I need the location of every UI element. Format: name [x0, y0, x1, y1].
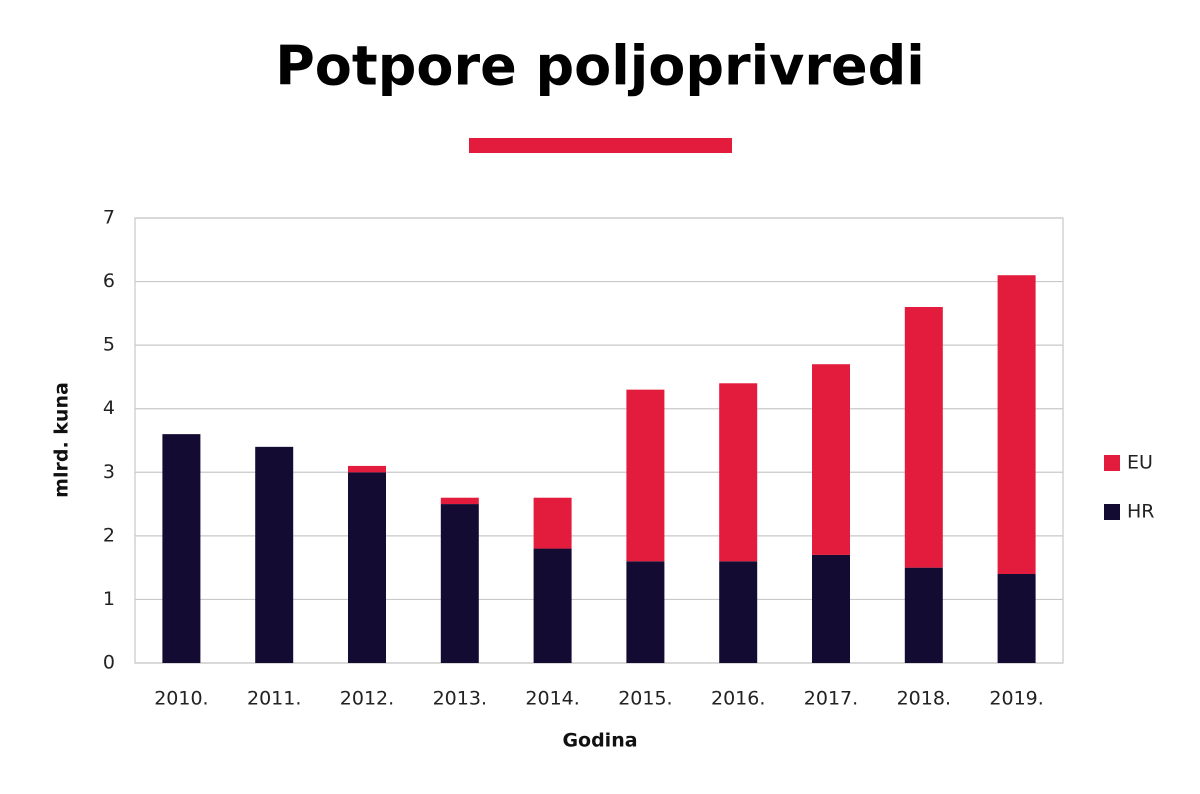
bar-segment — [904, 307, 943, 568]
x-tick-label: 2017. — [804, 688, 858, 710]
bar-segment — [719, 383, 758, 562]
y-tick-label: 0 — [103, 652, 115, 674]
bar-segment — [533, 548, 572, 663]
y-tick-label: 6 — [103, 270, 115, 292]
bar-segment — [348, 465, 386, 473]
x-tick-label: 2016. — [711, 688, 765, 710]
legend-label: EU — [1127, 452, 1153, 474]
legend-swatch — [1104, 504, 1120, 520]
y-tick-label: 2 — [103, 524, 115, 546]
x-tick-label: 2014. — [525, 688, 579, 710]
bar-segment — [997, 275, 1036, 574]
bar-segment — [440, 497, 479, 505]
bar-segment — [904, 567, 943, 663]
x-tick-label: 2015. — [618, 688, 672, 710]
title-underline — [469, 138, 732, 153]
bar-segment — [348, 472, 386, 663]
bar-segment — [812, 364, 850, 555]
bar-segment — [255, 446, 294, 663]
legend-swatch — [1104, 455, 1120, 471]
bar-segment — [626, 389, 665, 562]
y-tick-label: 4 — [103, 397, 115, 419]
x-axis-title: Godina — [562, 730, 637, 752]
y-tick-label: 7 — [103, 207, 115, 229]
bar-segment — [626, 561, 665, 663]
y-axis-title: mlrd. kuna — [51, 382, 73, 498]
bar-segment — [719, 561, 758, 663]
x-tick-label: 2011. — [247, 688, 301, 710]
x-tick-label: 2012. — [340, 688, 394, 710]
chart-title: Potpore poljoprivredi — [275, 35, 925, 98]
plot-border — [134, 217, 1064, 664]
legend-label: HR — [1127, 501, 1155, 523]
bar-segment — [162, 434, 201, 663]
x-tick-label: 2013. — [433, 688, 487, 710]
bar-segment — [997, 574, 1036, 663]
bar-segment — [533, 497, 572, 549]
x-tick-label: 2019. — [989, 688, 1043, 710]
bar-segment — [440, 504, 479, 663]
y-tick-label: 5 — [103, 334, 115, 356]
x-tick-label: 2018. — [897, 688, 951, 710]
x-tick-label: 2010. — [154, 688, 208, 710]
y-tick-label: 3 — [103, 461, 115, 483]
y-tick-label: 1 — [103, 588, 115, 610]
bar-segment — [812, 554, 850, 663]
